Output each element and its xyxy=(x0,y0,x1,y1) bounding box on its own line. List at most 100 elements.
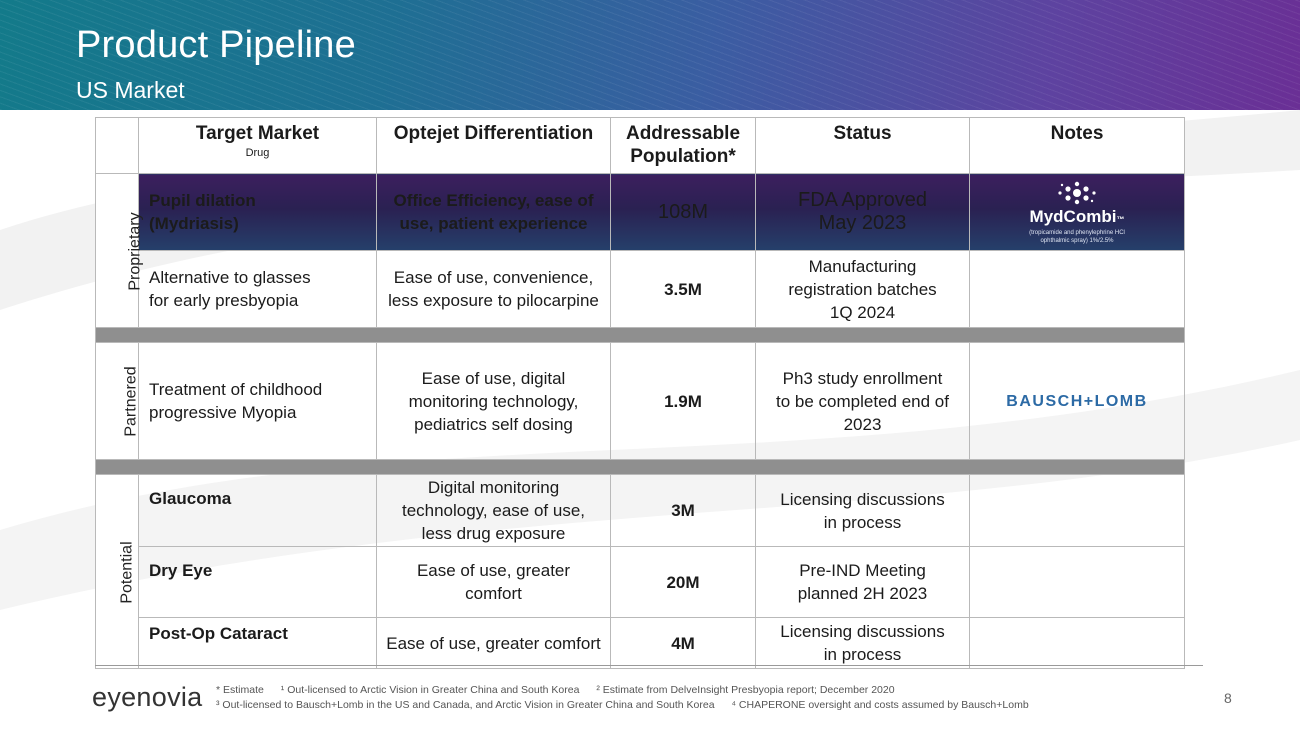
cell-population: 4M xyxy=(610,617,756,669)
category-proprietary-label: Proprietary xyxy=(126,211,144,291)
status-line: May 2023 xyxy=(818,212,907,234)
cell-population: 108M xyxy=(610,173,756,251)
cell-notes-mydcombi: MydCombi™ (tropicamide and phenylephrine… xyxy=(969,173,1185,251)
diff-line: Digital monitoring xyxy=(427,478,560,497)
market-line: progressive Myopia xyxy=(149,403,297,422)
diff-line: Office Efficiency, ease of xyxy=(393,191,594,210)
cell-status: Pre-IND Meeting planned 2H 2023 xyxy=(755,546,970,618)
page-number: 8 xyxy=(1224,690,1232,706)
footnotes-line-2: ³ Out-licensed to Bausch+Lomb in the US … xyxy=(216,699,1043,711)
cell-status: Manufacturing registration batches 1Q 20… xyxy=(755,250,970,328)
cell-differentiation: Office Efficiency, ease of use, patient … xyxy=(376,173,611,251)
status-line: FDA Approved xyxy=(798,189,927,211)
diff-line: Ease of use, greater xyxy=(416,561,571,580)
diff-line: less exposure to pilocarpine xyxy=(388,291,599,310)
pipeline-table: Target Market Drug Optejet Differentiati… xyxy=(95,117,1185,669)
cell-status: Licensing discussions in process xyxy=(755,617,970,669)
table-row: Potential Glaucoma Digital monitoring te… xyxy=(95,474,1185,669)
diff-line: less drug exposure xyxy=(421,524,566,543)
separator-bar xyxy=(95,327,1185,343)
section-separator xyxy=(95,327,1185,343)
mydcombi-name: MydCombi™ xyxy=(1029,206,1125,229)
status-line: in process xyxy=(823,645,902,664)
status-line: Licensing discussions xyxy=(780,622,945,641)
header-population-l2: Population* xyxy=(630,146,736,167)
mydcombi-name-text: MydCombi xyxy=(1029,206,1117,226)
category-potential: Potential xyxy=(95,474,139,669)
market-line: Alternative to glasses xyxy=(149,268,311,287)
eyenovia-logo: eyenovia xyxy=(92,682,203,712)
status-line: to be completed end of xyxy=(776,391,949,411)
header-target-market-label: Target Market xyxy=(195,123,320,144)
cell-differentiation: Ease of use, digital monitoring technolo… xyxy=(376,342,611,460)
category-proprietary: Proprietary xyxy=(95,173,144,328)
status-line: registration batches xyxy=(788,279,937,299)
banner-texture xyxy=(0,0,1300,110)
cell-differentiation: Ease of use, greater comfort xyxy=(376,546,611,618)
diff-line: monitoring technology, xyxy=(408,391,579,411)
header-population: Addressable Population* xyxy=(610,117,756,174)
header-target-market-sub: Drug xyxy=(245,147,270,159)
mydcombi-dots-icon xyxy=(1058,181,1096,204)
status-line: Licensing discussions xyxy=(780,489,945,509)
cell-notes-empty xyxy=(969,250,1185,328)
cell-notes-bausch: BAUSCH+LOMB xyxy=(969,342,1185,460)
footnote: ³ Out-licensed to Bausch+Lomb in the US … xyxy=(216,699,715,711)
table-row: Post-Op Cataract Ease of use, greater co… xyxy=(96,617,1185,669)
cell-market: Pupil dilation (Mydriasis) xyxy=(138,173,377,251)
bausch-lomb-logo: BAUSCH+LOMB xyxy=(1006,392,1148,410)
cell-population: 20M xyxy=(610,546,756,618)
table-row: Partnered Treatment of childhood progres… xyxy=(95,342,1185,460)
footer-divider xyxy=(95,665,1203,666)
header-status: Status xyxy=(755,117,970,174)
table-row: Proprietary Pupil dilation (Mydriasis) O… xyxy=(95,173,1185,328)
cell-population: 1.9M xyxy=(610,342,756,460)
cell-notes-empty xyxy=(969,474,1185,547)
header-target-market: Target Market Drug xyxy=(138,117,377,174)
cell-population: 3M xyxy=(610,474,756,547)
cell-status: FDA Approved May 2023 xyxy=(755,173,970,251)
diff-line: Ease of use, digital xyxy=(421,368,566,388)
cell-population: 3.5M xyxy=(610,250,756,328)
footnote: ¹ Out-licensed to Arctic Vision in Great… xyxy=(280,684,580,696)
cell-status: Ph3 study enrollment to be completed end… xyxy=(755,342,970,460)
cell-status: Licensing discussions in process xyxy=(755,474,970,547)
header-banner: Product Pipeline US Market xyxy=(0,0,1300,110)
cell-market: Glaucoma xyxy=(138,474,377,547)
cell-differentiation: Ease of use, convenience, less exposure … xyxy=(376,250,611,328)
footnotes-line-1: * Estimate ¹ Out-licensed to Arctic Visi… xyxy=(216,684,909,696)
header-differentiation: Optejet Differentiation xyxy=(376,117,611,174)
separator-bar xyxy=(95,459,1185,475)
cell-market: Treatment of childhood progressive Myopi… xyxy=(138,342,377,460)
diff-line: pediatrics self dosing xyxy=(414,414,573,434)
page-title: Product Pipeline xyxy=(76,24,356,66)
category-potential-label: Potential xyxy=(118,540,136,604)
market-line: (Mydriasis) xyxy=(149,214,239,233)
market-line: Treatment of childhood xyxy=(149,380,323,399)
cell-market: Post-Op Cataract xyxy=(138,617,377,669)
mydcombi-sub-l2: ophthalmic spray) 1%/2.5% xyxy=(1040,237,1114,244)
diff-line: Ease of use, convenience, xyxy=(393,268,594,287)
status-line: in process xyxy=(823,512,902,532)
category-partnered: Partnered xyxy=(95,342,140,460)
category-partnered-label: Partnered xyxy=(122,366,140,437)
footnote: ⁴ CHAPERONE oversight and costs assumed … xyxy=(731,699,1029,711)
diff-line: use, patient experience xyxy=(399,214,588,233)
cell-market: Dry Eye xyxy=(138,546,377,618)
header-notes: Notes xyxy=(969,117,1185,174)
status-line: Pre-IND Meeting xyxy=(799,561,926,580)
mydcombi-sub-l1: (tropicamide and phenylephrine HCl xyxy=(1029,229,1125,236)
status-line: 2023 xyxy=(843,414,882,434)
status-line: 1Q 2024 xyxy=(829,302,896,322)
mydcombi-tm: ™ xyxy=(1116,214,1125,224)
table-header-row: Target Market Drug Optejet Differentiati… xyxy=(95,117,1185,174)
header-population-l1: Addressable xyxy=(625,123,741,144)
table-row: Dry Eye Ease of use, greater comfort 20M… xyxy=(96,546,1185,618)
status-line: planned 2H 2023 xyxy=(797,584,928,603)
cell-differentiation: Ease of use, greater comfort xyxy=(376,617,611,669)
diff-line: comfort xyxy=(465,584,522,603)
market-line: for early presbyopia xyxy=(149,291,299,310)
table-row: Alternative to glasses for early presbyo… xyxy=(96,250,1185,328)
mydcombi-logo: MydCombi™ (tropicamide and phenylephrine… xyxy=(974,180,1180,245)
footnote: ² Estimate from DelveInsight Presbyopia … xyxy=(596,684,895,696)
